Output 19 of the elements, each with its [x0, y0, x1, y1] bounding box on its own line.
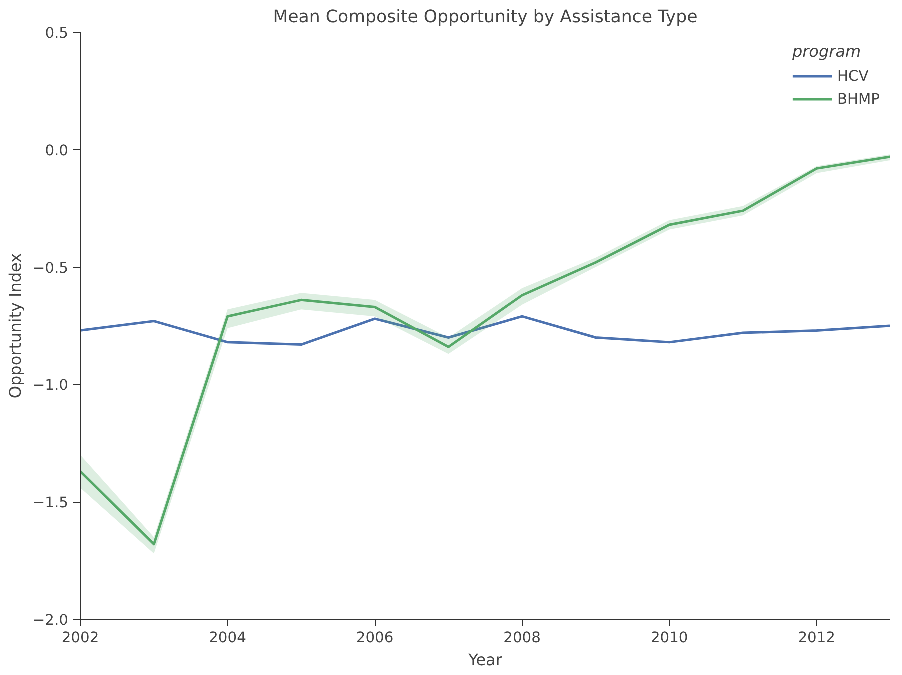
y-tick-label: 0.0 — [45, 142, 69, 160]
x-tick-label: 2002 — [62, 630, 100, 646]
x-tick-label: 2012 — [798, 630, 836, 646]
legend-title: program — [792, 42, 862, 61]
x-axis-title: Year — [468, 650, 503, 670]
y-tick-label: −2.0 — [32, 612, 69, 629]
y-tick-label: −1.5 — [32, 494, 69, 512]
legend-label: BHMP — [837, 90, 880, 108]
chart-title: Mean Composite Opportunity by Assistance Type — [273, 8, 698, 28]
x-tick-label: 2010 — [650, 630, 688, 646]
x-tick-label: 2008 — [504, 630, 541, 646]
x-tick-label: 2006 — [356, 630, 394, 646]
legend-label: HCV — [837, 68, 869, 84]
y-tick-label: −0.5 — [32, 260, 69, 277]
y-axis-title: Opportunity Index — [6, 253, 25, 399]
line-series — [80, 315, 890, 346]
x-tick-label: 2004 — [209, 630, 246, 646]
y-tick-label: −1.0 — [32, 377, 69, 394]
y-tick-label: 0.5 — [45, 25, 69, 42]
